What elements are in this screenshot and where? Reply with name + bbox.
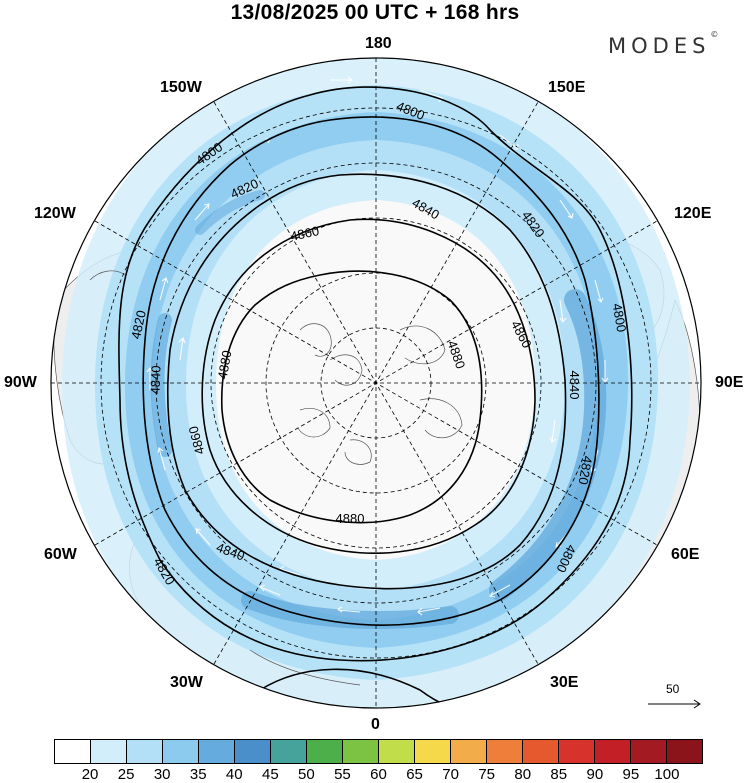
contour-labels: 4800 4800 4820 4840 4860 4820 4800 4860 …: [128, 98, 630, 587]
contour-4880: [220, 270, 483, 524]
lon-label-60e: 60E: [671, 546, 700, 563]
lon-label-30w: 30W: [170, 674, 203, 691]
colorbar-swatch: [595, 740, 631, 763]
contour-4860: [201, 218, 536, 554]
contour-label: 4860: [289, 223, 320, 244]
colorbar-swatch: [523, 740, 559, 763]
map-disc: 4800 4800 4820 4840 4860 4820 4800 4860 …: [51, 58, 701, 708]
brand-name: MODES: [608, 34, 711, 58]
lon-label-150w: 150W: [160, 79, 202, 96]
colorbar: [54, 739, 703, 764]
colorbar-swatch: [91, 740, 127, 763]
colorbar-swatch: [271, 740, 307, 763]
colorbar-swatch: [163, 740, 199, 763]
colorbar-swatch: [631, 740, 667, 763]
colorbar-tick-label: 85: [550, 766, 568, 783]
colorbar-swatch: [55, 740, 91, 763]
lon-label-120e: 120E: [674, 205, 712, 222]
contour-bottom: [259, 668, 471, 708]
colorbar-tick-label: 45: [261, 766, 279, 783]
map-title: 13/08/2025 00 UTC + 168 hrs: [230, 1, 520, 24]
lon-label-180: 180: [365, 35, 392, 52]
colorbar-tick-label: 55: [334, 766, 351, 783]
colorbar-tick-label: 35: [189, 766, 207, 783]
colorbar-swatch: [307, 740, 343, 763]
lon-label-150e: 150E: [548, 79, 586, 96]
lon-label-60w: 60W: [44, 546, 77, 563]
copyright-mark: ©: [710, 30, 719, 39]
colorbar-swatch: [343, 740, 379, 763]
colorbar-swatch: [559, 740, 595, 763]
contour-label: 4820: [128, 309, 149, 340]
contour-label: 4800: [610, 302, 630, 333]
lon-label-30e: 30E: [550, 674, 579, 691]
colorbar-tick-label: 40: [225, 766, 243, 783]
colorbar-swatch: [199, 740, 235, 763]
colorbar-ticks: 20 25 30 35 40 45 50 55 60 65 70 75 80 85 90 95 100: [54, 766, 703, 783]
colorbar-tick-label: 80: [514, 766, 532, 783]
lon-label-0: 0: [371, 716, 380, 733]
colorbar-swatch: [127, 740, 163, 763]
contour-label: 4840: [567, 371, 582, 400]
colorbar-tick-label: 100: [654, 766, 680, 783]
brand-logo: MODES©: [608, 30, 718, 58]
colorbar-tick-label: 60: [370, 766, 387, 783]
colorbar-tick-label: 65: [406, 766, 423, 783]
lon-label-120w: 120W: [34, 205, 76, 222]
arrow-right-icon: [648, 699, 701, 709]
colorbar-swatch: [379, 740, 415, 763]
wind-reference-arrow: 50: [646, 682, 702, 712]
colorbar-swatch: [451, 740, 487, 763]
colorbar-tick-label: 70: [442, 766, 459, 783]
colorbar-tick-label: 30: [153, 766, 171, 783]
contour-label: 4840: [148, 365, 164, 394]
colorbar-swatch: [415, 740, 451, 763]
colorbar-tick-label: 20: [81, 766, 99, 783]
contour-label: 4860: [186, 424, 208, 456]
height-contours: [118, 86, 633, 708]
wind-reference-label: 50: [666, 682, 680, 696]
colorbar-tick-label: 90: [586, 766, 604, 783]
contour-label: 4880: [215, 349, 235, 380]
wind-vectors: [146, 76, 609, 616]
contour-4840: [167, 173, 567, 590]
colorbar-tick-label: 50: [298, 766, 315, 783]
colorbar-swatch: [487, 740, 523, 763]
map-border: [50, 57, 702, 709]
contour-label: 4820: [576, 455, 596, 486]
contour-4820: [142, 116, 600, 626]
contour-label: 4880: [336, 511, 365, 526]
colorbar-swatch: [235, 740, 271, 763]
colorbar-tick-label: 75: [478, 766, 495, 783]
contour-4800: [118, 86, 633, 662]
lon-label-90e: 90E: [715, 374, 744, 391]
colorbar-tick-label: 25: [117, 766, 135, 783]
colorbar-tick-label: 95: [622, 766, 640, 783]
lon-label-90w: 90W: [4, 374, 37, 391]
colorbar-swatch: [667, 740, 702, 763]
